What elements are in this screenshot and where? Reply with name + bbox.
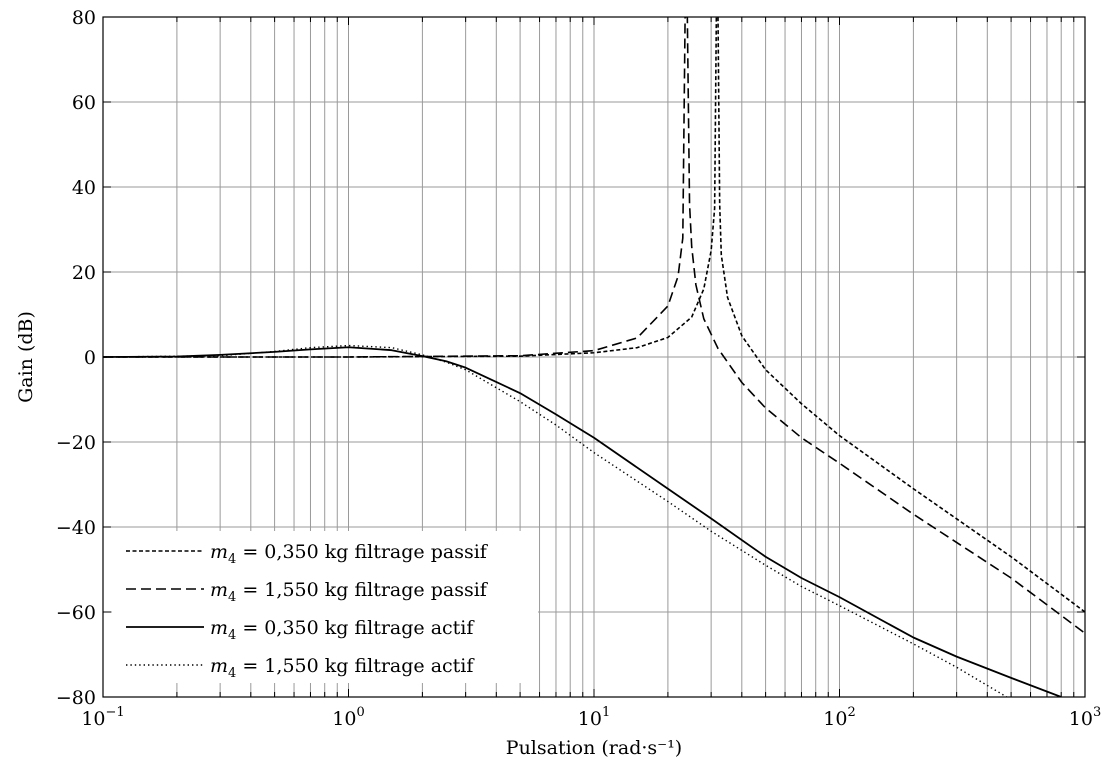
- y-tick-label: −20: [56, 432, 96, 454]
- y-tick-label: 80: [72, 7, 96, 29]
- axis-ticks: [102, 16, 1086, 698]
- y-tick-label: 60: [72, 92, 96, 114]
- y-axis-label: Gain (dB): [15, 311, 37, 403]
- y-tick-label: 40: [72, 177, 96, 199]
- series-line-1: [103, 17, 1085, 613]
- x-tick-label: 100: [332, 705, 364, 730]
- legend-label-4: m4 = 1,550 kg filtrage actif: [210, 655, 475, 681]
- x-tick-label: 101: [578, 705, 610, 730]
- legend-label-1: m4 = 0,350 kg filtrage passif: [210, 541, 489, 567]
- y-tick-label: −60: [56, 602, 96, 624]
- y-tick-label: −40: [56, 517, 96, 539]
- legend-label-3: m4 = 0,350 kg filtrage actif: [210, 617, 475, 643]
- x-tick-label: 10−1: [81, 705, 124, 730]
- x-tick-label: 102: [823, 705, 855, 730]
- y-tick-label: 20: [72, 262, 96, 284]
- tick-labels: 10−1 100 101 102 103 −80 −60 −40 −20 0 20 40 60 80: [56, 7, 1101, 730]
- series-line-4: [103, 344, 1008, 697]
- legend-box: [112, 531, 538, 683]
- x-axis-label: Pulsation (rad·s⁻¹): [506, 737, 682, 759]
- x-tick-label: 103: [1069, 705, 1101, 730]
- y-tick-label: 0: [84, 347, 96, 369]
- series-line-2: [103, 17, 1085, 634]
- series-layer: [103, 17, 1085, 697]
- legend-label-2: m4 = 1,550 kg filtrage passif: [210, 579, 489, 605]
- legend: m4 = 0,350 kg filtrage passif m4 = 1,550 …: [112, 531, 538, 683]
- y-tick-label: −80: [56, 687, 96, 709]
- series-line-3: [103, 346, 1062, 697]
